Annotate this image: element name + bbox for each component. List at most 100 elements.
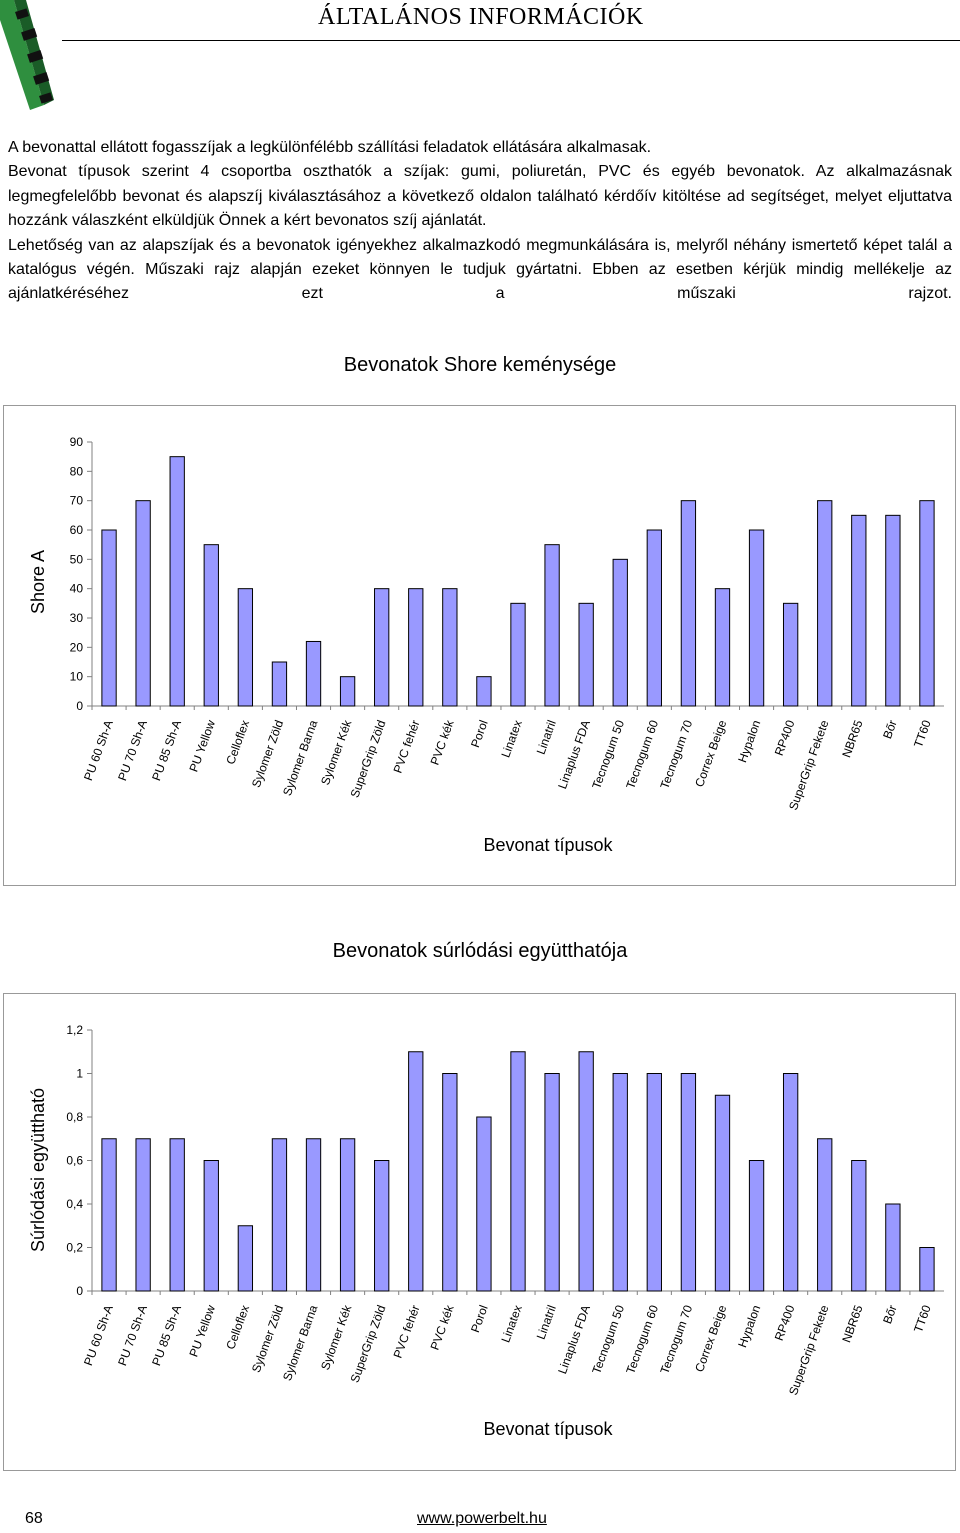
x-tick-label: TT60: [911, 718, 934, 749]
bar: [510, 602, 526, 707]
x-tick-label: Porol: [468, 718, 491, 749]
y-tick-label: 0,2: [66, 1241, 83, 1255]
bar: [578, 1051, 594, 1292]
x-tick-label: Linatex: [498, 718, 524, 759]
bar: [714, 588, 731, 707]
bar: [851, 1160, 867, 1292]
bar: [305, 640, 322, 707]
bar: [135, 1138, 151, 1292]
x-tick-label: Celloflex: [223, 1303, 252, 1351]
x-axis-title: Bevonat típusok: [483, 835, 613, 855]
bar: [612, 1073, 628, 1292]
x-tick-label: PU 70 Sh-A: [115, 718, 150, 782]
x-tick-label: PVC kék: [428, 717, 457, 767]
bar: [544, 1073, 560, 1292]
x-tick-label: Sylomer Zöld: [249, 1303, 286, 1374]
x-tick-label: Sylomer Zöld: [249, 718, 286, 789]
bar: [680, 1073, 697, 1292]
x-tick-label: RP400: [772, 718, 798, 758]
intro-paragraph: Lehetőség van az alapszíjak és a bevonat…: [8, 236, 952, 303]
x-tick-label: Porol: [468, 1303, 491, 1334]
bar: [442, 588, 458, 707]
x-tick-label: SuperGrip Zöld: [348, 718, 389, 799]
bar: [476, 1116, 492, 1292]
x-tick-label: Tecnogum 60: [623, 718, 661, 791]
x-tick-label: PVC kék: [428, 1302, 457, 1352]
chart-title-friction: Bevonatok súrlódási együtthatója: [332, 940, 628, 962]
y-tick-label: 0: [76, 1284, 83, 1298]
y-tick-label: 0,6: [66, 1154, 83, 1168]
bar: [680, 500, 697, 707]
x-tick-label: PU 70 Sh-A: [115, 1303, 150, 1367]
x-tick-label: Hypalon: [735, 718, 763, 764]
x-tick-label: PVC fehér: [390, 718, 422, 775]
x-tick-label: PU 85 Sh-A: [149, 1303, 184, 1367]
bar: [374, 588, 390, 707]
x-tick-label: PU Yellow: [186, 718, 218, 774]
website-link[interactable]: www.powerbelt.hu: [417, 1510, 547, 1527]
y-tick-label: 0,4: [66, 1197, 83, 1211]
bar: [885, 1203, 901, 1292]
x-tick-label: PU 60 Sh-A: [81, 1303, 116, 1367]
bar: [510, 1051, 526, 1292]
page-number: 68: [25, 1510, 43, 1527]
chart-frame-friction: 0 0,2 0,4 0,6 0,8 1 1,2 PU 60 Sh-A PU 70 Sh-A PU …: [3, 993, 956, 1471]
bar: [748, 1160, 765, 1292]
powerbelt-logo: [0, 0, 54, 110]
bar: [714, 1094, 731, 1292]
bar: [271, 1138, 288, 1292]
bar: [237, 1225, 254, 1292]
x-tick-label: Correx Beige: [692, 1303, 729, 1374]
x-tick-label: Tecnogum 50: [589, 718, 627, 791]
x-tick-label: SuperGrip Zöld: [348, 1303, 389, 1384]
bar: [442, 1073, 458, 1292]
x-tick-label: Celloflex: [223, 718, 252, 766]
x-tick-label: PU 85 Sh-A: [149, 718, 184, 782]
x-tick-label: Linatril: [534, 1303, 559, 1341]
y-tick-label: 40: [70, 582, 84, 596]
bar: [408, 1051, 424, 1292]
x-tick-label: Sylomer Barna: [280, 1303, 320, 1383]
x-tick-label: TT60: [911, 1303, 934, 1334]
bar: [169, 1138, 185, 1292]
x-tick-label: Tecnogum 70: [657, 1303, 695, 1376]
y-axis-title: Shore A: [28, 550, 48, 614]
bar: [101, 1138, 117, 1292]
bar: [339, 1138, 356, 1292]
x-tick-label: Sylomer Barna: [280, 718, 320, 798]
chart-title-shore: Bevonatok Shore keménysége: [343, 354, 617, 376]
x-tick-label: Tecnogum 50: [589, 1303, 627, 1376]
bar: [374, 1160, 390, 1292]
x-tick-label: RP400: [772, 1303, 798, 1343]
bar: [817, 1138, 833, 1292]
y-tick-label: 10: [70, 670, 84, 684]
bar: [339, 676, 356, 707]
bar: [271, 661, 288, 707]
x-tick-label: Sylomer Kék: [318, 1302, 355, 1372]
y-tick-label: 20: [70, 640, 84, 654]
bar: [169, 456, 185, 707]
y-tick-label: 50: [70, 552, 84, 566]
x-tick-label: Linaplus FDA: [555, 1303, 593, 1375]
x-tick-label: Linatril: [534, 718, 559, 756]
y-tick-label: 60: [70, 523, 84, 537]
bar: [305, 1138, 322, 1292]
y-tick-label: 0,8: [66, 1110, 83, 1124]
x-tick-label: Linatex: [498, 1303, 524, 1344]
bar: [237, 588, 254, 707]
bar: [817, 500, 833, 707]
bar: [646, 1073, 662, 1292]
bar: [408, 588, 424, 707]
y-tick-label: 1: [76, 1067, 83, 1081]
x-tick-label: PU 60 Sh-A: [81, 718, 116, 782]
intro-paragraph: Bevonat típusok szerint 4 csoportba oszt…: [8, 163, 952, 230]
x-tick-label: NBR65: [839, 718, 865, 759]
y-axis-title: Súrlódási együttható: [28, 1088, 48, 1252]
bar: [851, 514, 867, 707]
intro-text: A bevonattal ellátott fogasszíjak a legk…: [8, 136, 952, 307]
x-tick-label: Sylomer Kék: [318, 717, 355, 787]
page-title: ÁLTALÁNOS INFORMÁCIÓK: [318, 4, 644, 30]
x-tick-label: Bőr: [880, 718, 900, 740]
bar: [578, 602, 594, 707]
bar: [646, 529, 662, 707]
